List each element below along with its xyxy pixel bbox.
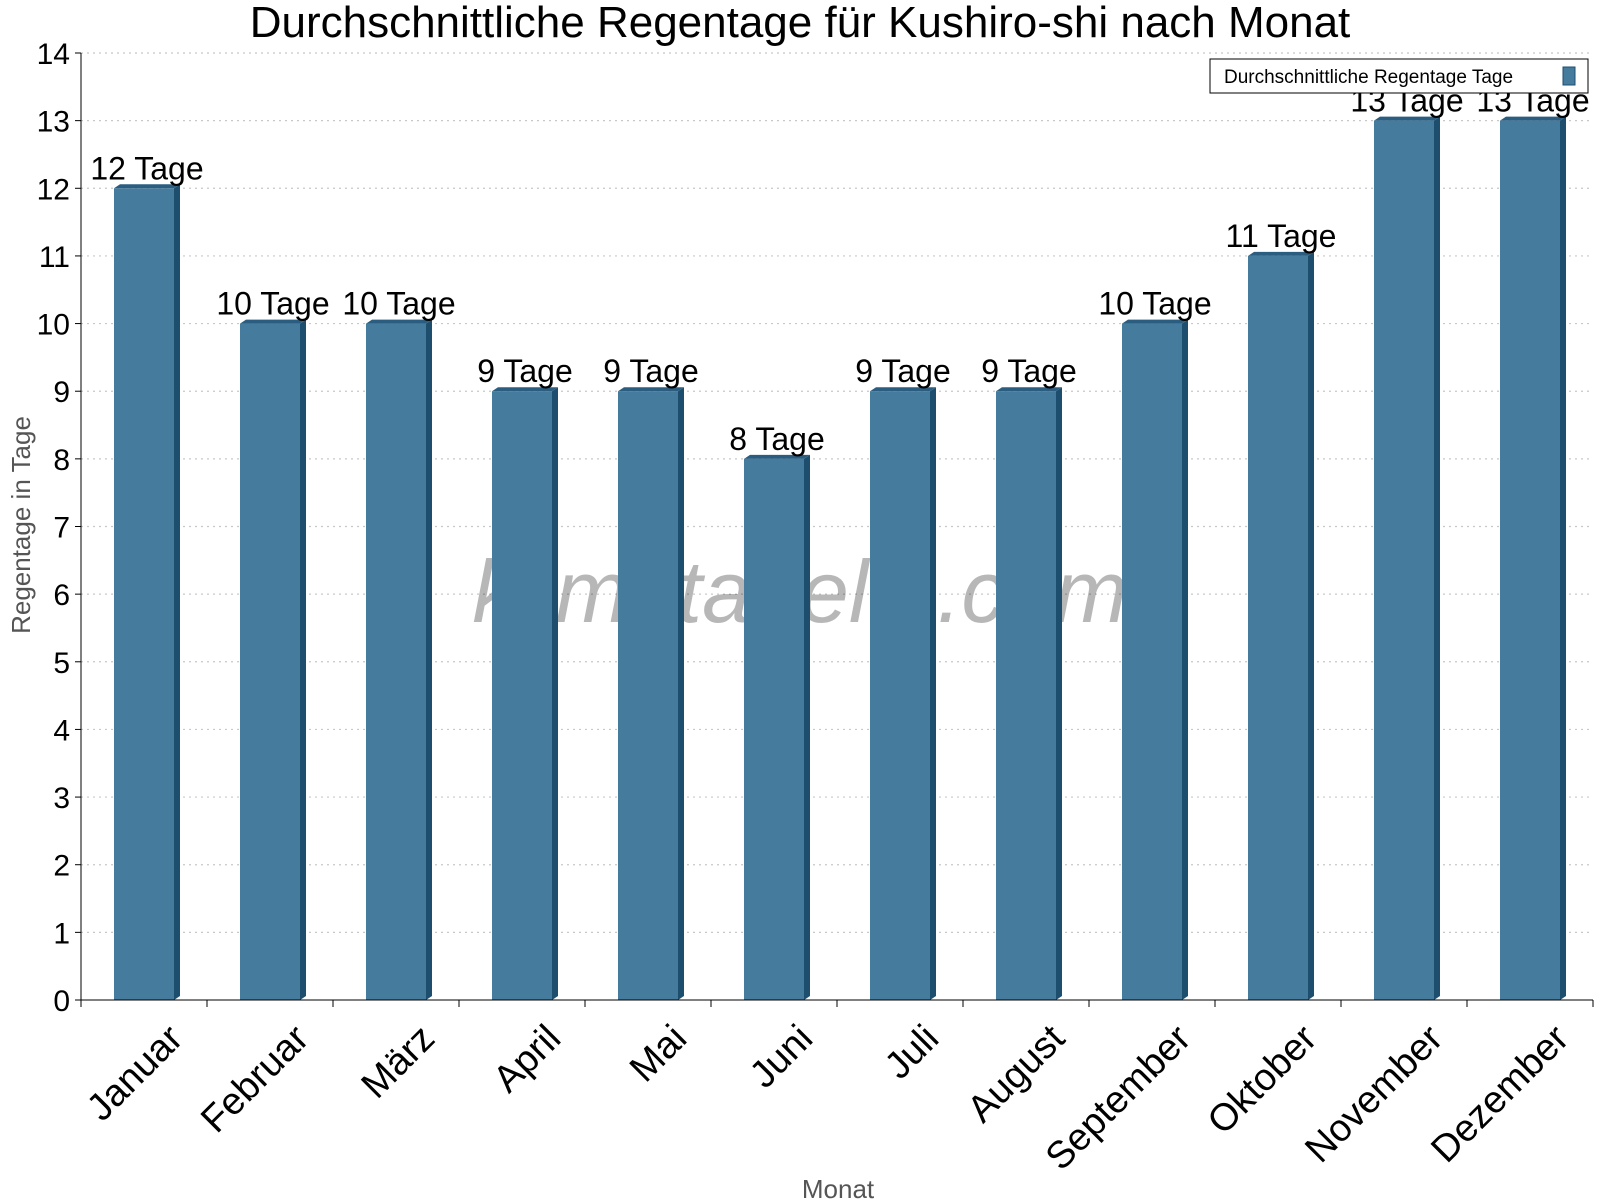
bar-front	[618, 391, 678, 1000]
bar-front	[744, 458, 804, 1000]
bar-front	[1500, 120, 1560, 1000]
x-tick-label: März	[354, 1017, 443, 1106]
y-tick-label: 12	[37, 173, 70, 206]
x-tick-label: Januar	[79, 1017, 191, 1129]
bar-top	[1248, 251, 1314, 256]
y-tick-label: 14	[37, 38, 70, 71]
bar-side	[1056, 387, 1062, 1000]
y-tick-label: 1	[53, 917, 70, 950]
bar-top	[1500, 116, 1566, 121]
bar-front	[240, 323, 300, 1001]
bar-top	[1374, 116, 1440, 121]
x-tick-label: Juni	[742, 1017, 821, 1096]
bar	[1500, 116, 1566, 1000]
bar-top	[870, 387, 936, 392]
bar	[618, 387, 684, 1000]
legend-box	[1209, 58, 1589, 94]
bar-side	[174, 184, 180, 1001]
x-tick-label: Februar	[193, 1017, 317, 1141]
bar-side	[930, 387, 936, 1000]
bar-front	[996, 391, 1056, 1000]
legend: Durchschnittliche Regentage Tage	[1209, 58, 1589, 94]
bar-side	[804, 454, 810, 1000]
y-tick-label: 7	[53, 512, 70, 545]
bar	[870, 387, 936, 1000]
bar	[114, 184, 180, 1001]
y-tick-label: 8	[53, 444, 70, 477]
bar-top	[744, 454, 810, 459]
bar-front	[1374, 120, 1434, 1000]
legend-swatch	[1562, 66, 1576, 86]
bars	[114, 116, 1566, 1001]
bar-side	[300, 319, 306, 1001]
y-axis-label: Regentage in Tage	[6, 416, 36, 634]
y-tick-label: 5	[53, 647, 70, 680]
data-label: 9 Tage	[603, 353, 699, 389]
gridlines	[81, 52, 1593, 933]
data-label: 10 Tage	[216, 286, 329, 322]
x-tick-label: Oktober	[1200, 1017, 1326, 1143]
x-tick-label: Mai	[622, 1017, 695, 1090]
bar-side	[678, 387, 684, 1000]
bar-front	[1248, 255, 1308, 1000]
chart-title: Durchschnittliche Regentage für Kushiro-…	[250, 0, 1351, 47]
bar	[240, 319, 306, 1001]
bar	[1122, 319, 1188, 1001]
y-tick-label: 6	[53, 579, 70, 612]
y-tick-label: 13	[37, 106, 70, 139]
bar-side	[1434, 116, 1440, 1000]
legend-label: Durchschnittliche Regentage Tage	[1224, 67, 1513, 88]
bar-top	[114, 184, 180, 189]
data-labels: 12 Tage 10 Tage 10 Tage 9 Tage 9 Tage 8 Tage 9…	[90, 83, 1589, 457]
y-tick-label: 11	[39, 241, 70, 274]
data-label: 10 Tage	[342, 286, 455, 322]
bar-front	[492, 391, 552, 1000]
data-label: 8 Tage	[729, 421, 825, 457]
bar-top	[240, 319, 306, 324]
bar-top	[492, 387, 558, 392]
bar-front	[366, 323, 426, 1001]
bar-side	[1560, 116, 1566, 1000]
y-tick-label: 4	[53, 714, 70, 747]
bar-side	[426, 319, 432, 1001]
x-tick-label: November	[1297, 1017, 1451, 1171]
data-label: 12 Tage	[90, 150, 203, 186]
bar-top	[1122, 319, 1188, 324]
bar	[1248, 251, 1314, 1000]
data-label: 9 Tage	[981, 353, 1077, 389]
bar	[492, 387, 558, 1000]
data-label: 10 Tage	[1098, 286, 1211, 322]
y-tick-label: 3	[53, 782, 70, 815]
x-axis-label: Monat	[802, 1174, 875, 1200]
bar	[366, 319, 432, 1001]
y-tick-label: 0	[53, 985, 70, 1018]
bar	[996, 387, 1062, 1000]
bar-front	[114, 188, 174, 1001]
bar-side	[1182, 319, 1188, 1001]
bar-top	[618, 387, 684, 392]
y-tick-label: 10	[37, 309, 70, 342]
data-label: 11 Tage	[1226, 218, 1337, 254]
bar-side	[552, 387, 558, 1000]
y-tick-label: 2	[53, 850, 70, 883]
data-label: 9 Tage	[855, 353, 951, 389]
bar-top	[996, 387, 1062, 392]
bar-top	[366, 319, 432, 324]
bar-front	[1122, 323, 1182, 1001]
bar-front	[870, 391, 930, 1000]
y-tick-label: 9	[53, 376, 70, 409]
x-tick-label: August	[960, 1017, 1074, 1131]
bar	[744, 454, 810, 1000]
bar	[1374, 116, 1440, 1000]
x-tick-label: April	[486, 1017, 569, 1100]
x-tick-label: Juli	[877, 1017, 947, 1087]
x-tick-label: Dezember	[1423, 1017, 1577, 1171]
bar-side	[1308, 251, 1314, 1000]
data-label: 9 Tage	[477, 353, 573, 389]
